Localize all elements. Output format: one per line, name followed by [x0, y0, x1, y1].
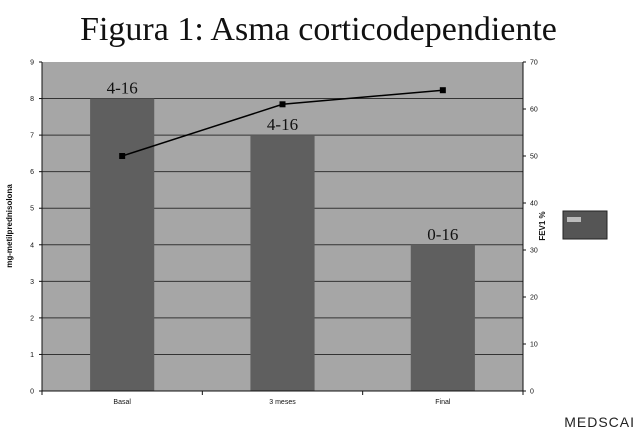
footer-watermark: MEDSCAI [564, 414, 635, 430]
left-tick-label: 7 [30, 133, 34, 140]
left-tick-label: 6 [30, 169, 34, 176]
right-tick-label: 30 [530, 248, 538, 255]
right-tick-label: 60 [530, 107, 538, 114]
left-tick-label: 5 [30, 206, 34, 213]
fev1-point [279, 101, 286, 108]
right-tick-label: 70 [530, 60, 538, 67]
right-tick-label: 50 [530, 154, 538, 161]
left-tick-label: 2 [30, 315, 34, 322]
right-tick-label: 20 [530, 295, 538, 302]
y2-axis-label: FEV1 % [538, 211, 547, 240]
bars [90, 98, 475, 392]
bar-data-label: 4-16 [267, 115, 298, 134]
left-tick-label: 1 [30, 352, 34, 359]
bar-data-labels: 4-16 4-16 0-16 [107, 79, 459, 244]
left-tick-label: 0 [30, 389, 34, 396]
left-tick-label: 4 [30, 242, 34, 249]
right-y-ticks: 0 10 20 30 40 50 60 70 [523, 60, 538, 396]
left-tick-label: 9 [30, 60, 34, 67]
left-tick-label: 8 [30, 96, 34, 103]
fev1-point [439, 87, 446, 94]
x-tick-label: Final [435, 399, 451, 406]
x-ticks: Basal 3 meses Final [41, 391, 524, 406]
bar-basal [90, 98, 155, 392]
y-axis-label: mg-metilprednisolona [5, 184, 14, 268]
chart-title: Figura 1: Asma corticodependiente [80, 11, 557, 48]
x-tick-label: 3 meses [269, 399, 296, 406]
left-y-ticks: 0 1 2 3 4 5 6 7 8 9 [30, 60, 42, 396]
left-tick-label: 3 [30, 279, 34, 286]
x-tick-label: Basal [113, 399, 131, 406]
right-tick-label: 0 [530, 389, 534, 396]
legend [562, 210, 608, 240]
legend-box [562, 210, 608, 240]
fev1-line [119, 87, 446, 159]
bar-data-label: 4-16 [107, 79, 138, 98]
bar-data-label: 0-16 [427, 225, 458, 244]
fev1-point [119, 153, 126, 159]
bar-final [410, 244, 475, 391]
legend-swatch [567, 217, 581, 222]
right-tick-label: 40 [530, 201, 538, 208]
right-tick-label: 10 [530, 342, 538, 349]
bar-3-meses [250, 135, 315, 391]
